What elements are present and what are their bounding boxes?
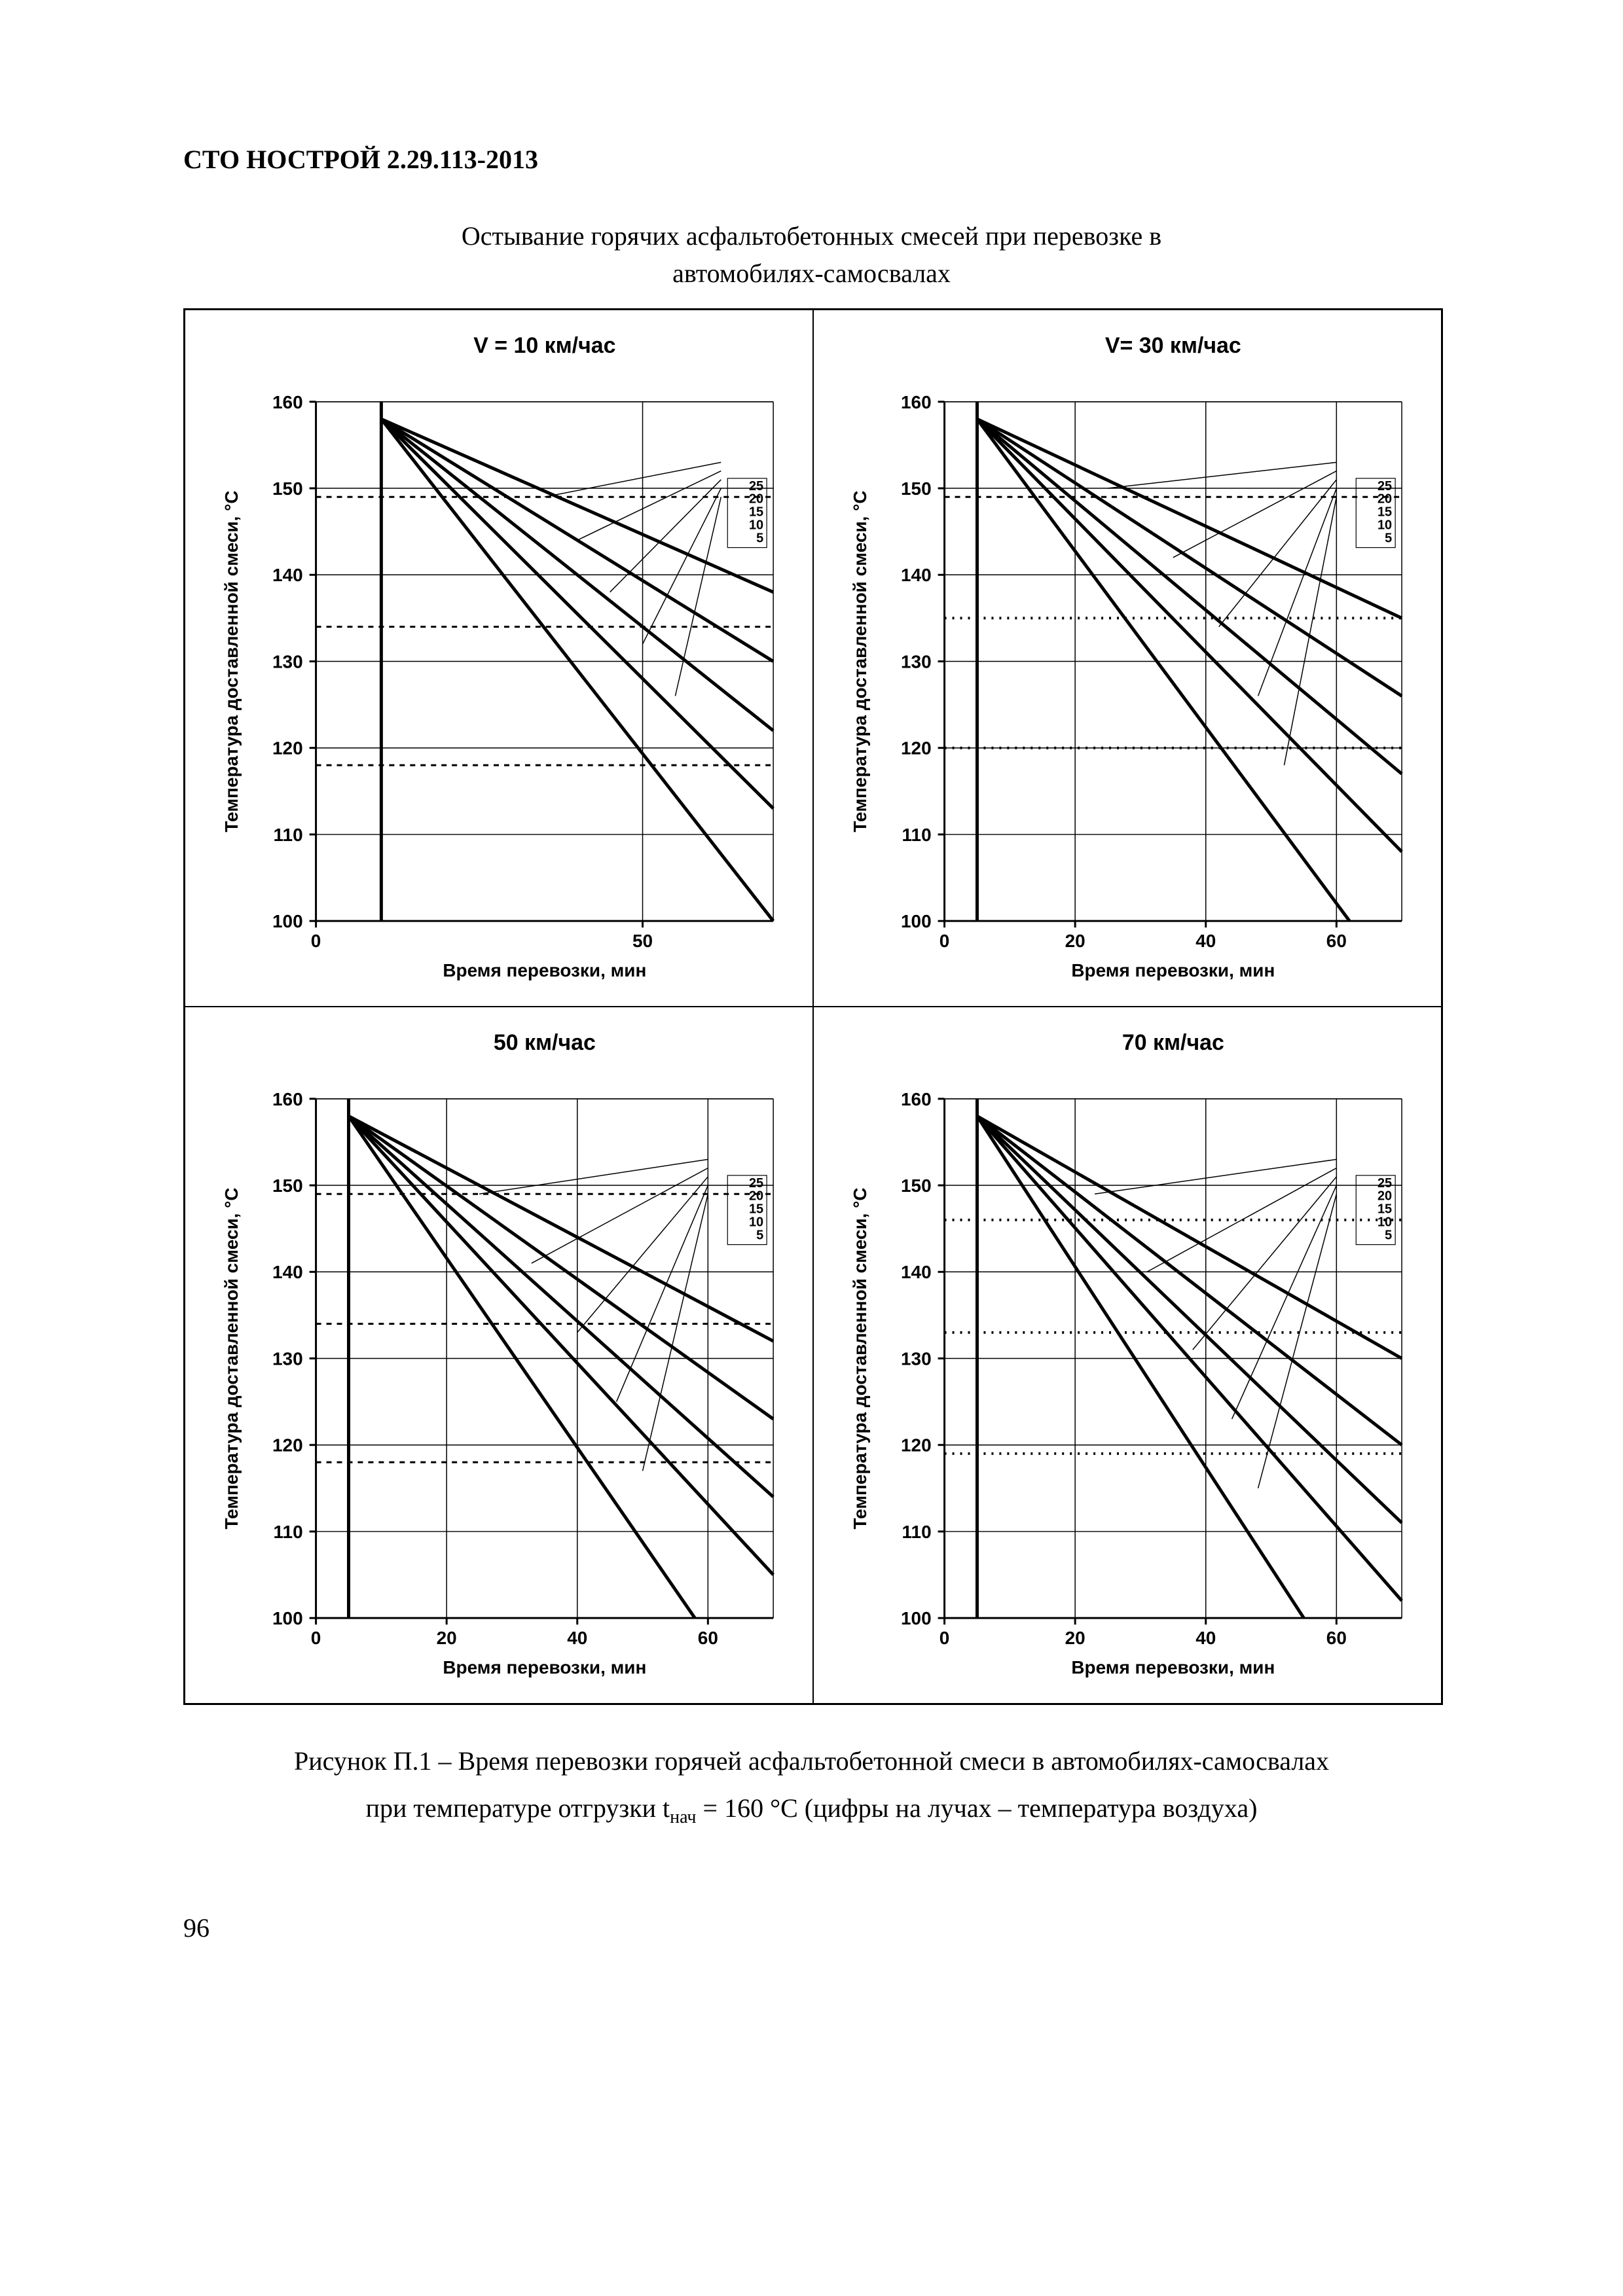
- svg-text:10: 10: [1377, 1215, 1392, 1230]
- svg-text:100: 100: [272, 911, 303, 931]
- svg-text:150: 150: [272, 478, 303, 499]
- svg-text:150: 150: [901, 1175, 932, 1196]
- svg-text:110: 110: [274, 825, 303, 845]
- svg-text:10: 10: [749, 518, 763, 533]
- svg-text:140: 140: [901, 565, 932, 585]
- svg-text:100: 100: [901, 1608, 932, 1628]
- svg-text:V= 30 км/час: V= 30 км/час: [1105, 333, 1241, 358]
- svg-text:160: 160: [272, 1089, 303, 1109]
- svg-text:0: 0: [939, 1628, 950, 1648]
- svg-text:130: 130: [272, 651, 303, 672]
- svg-text:25: 25: [1377, 1176, 1392, 1191]
- svg-text:160: 160: [272, 392, 303, 412]
- svg-text:110: 110: [274, 1522, 303, 1542]
- caption-line2-b: = 160 °C (цифры на лучах – температура в…: [697, 1793, 1258, 1823]
- chart-panel-4: 70 км/час1001101201301401501600204060252…: [813, 1007, 1442, 1704]
- svg-text:50 км/час: 50 км/час: [494, 1030, 596, 1055]
- svg-text:100: 100: [901, 911, 932, 931]
- svg-text:100: 100: [272, 1608, 303, 1628]
- svg-text:50: 50: [632, 931, 653, 951]
- svg-text:Температура доставленной смеси: Температура доставленной смеси, °C: [221, 490, 242, 832]
- svg-text:160: 160: [901, 1089, 932, 1109]
- svg-text:25: 25: [749, 1176, 763, 1191]
- svg-text:V = 10 км/час: V = 10 км/час: [473, 333, 615, 358]
- svg-text:120: 120: [272, 1435, 303, 1456]
- svg-text:10: 10: [1377, 518, 1392, 533]
- chart-grid: V = 10 км/час100110120130140150160050252…: [183, 308, 1443, 1705]
- svg-text:110: 110: [902, 1522, 932, 1542]
- svg-text:40: 40: [567, 1628, 587, 1648]
- svg-text:0: 0: [939, 931, 950, 951]
- svg-text:Температура доставленной смеси: Температура доставленной смеси, °C: [221, 1187, 242, 1529]
- svg-text:20: 20: [1065, 931, 1085, 951]
- svg-text:Температура доставленной смеси: Температура доставленной смеси, °C: [850, 1187, 870, 1529]
- figure-title-line1: Остывание горячих асфальтобетонных смесе…: [183, 221, 1440, 251]
- figure-title-line2: автомобилях-самосвалах: [183, 258, 1440, 289]
- svg-text:25: 25: [1377, 479, 1392, 493]
- svg-text:160: 160: [901, 392, 932, 412]
- svg-text:0: 0: [311, 931, 321, 951]
- svg-text:60: 60: [1326, 931, 1347, 951]
- svg-text:Время перевозки, мин: Время перевозки, мин: [1071, 1657, 1275, 1677]
- svg-text:20: 20: [437, 1628, 457, 1648]
- svg-text:40: 40: [1195, 931, 1216, 951]
- svg-text:130: 130: [901, 1348, 932, 1369]
- svg-text:20: 20: [1377, 492, 1392, 507]
- svg-text:150: 150: [901, 478, 932, 499]
- svg-text:5: 5: [1385, 1229, 1392, 1243]
- chart-panel-3: 50 км/час1001101201301401501600204060252…: [185, 1007, 813, 1704]
- svg-text:Время перевозки, мин: Время перевозки, мин: [443, 1657, 646, 1677]
- svg-text:25: 25: [749, 479, 763, 493]
- svg-text:60: 60: [1326, 1628, 1347, 1648]
- figure-caption: Рисунок П.1 – Время перевозки горячей ас…: [183, 1738, 1440, 1834]
- svg-text:0: 0: [311, 1628, 321, 1648]
- svg-text:110: 110: [902, 825, 932, 845]
- svg-text:60: 60: [698, 1628, 718, 1648]
- svg-text:Температура доставленной смеси: Температура доставленной смеси, °C: [850, 490, 870, 832]
- chart-panel-2: V= 30 км/час 100 110 120 130 140 150 160 0 20 40 60…: [813, 310, 1442, 1007]
- svg-text:120: 120: [901, 738, 932, 759]
- chart-panel-1: V = 10 км/час 100 110 120 130 140 150 160 0 50 252…: [185, 310, 813, 1007]
- svg-text:140: 140: [901, 1262, 932, 1282]
- svg-text:5: 5: [756, 1229, 763, 1243]
- caption-sub: нач: [670, 1807, 696, 1827]
- svg-text:20: 20: [749, 1189, 763, 1204]
- svg-text:10: 10: [749, 1215, 763, 1230]
- caption-line1: Рисунок П.1 – Время перевозки горячей ас…: [294, 1746, 1329, 1776]
- svg-text:15: 15: [749, 1202, 763, 1217]
- svg-text:70 км/час: 70 км/час: [1122, 1030, 1224, 1055]
- svg-text:20: 20: [1377, 1189, 1392, 1204]
- svg-text:130: 130: [272, 1348, 303, 1369]
- svg-text:150: 150: [272, 1175, 303, 1196]
- svg-text:20: 20: [749, 492, 763, 507]
- svg-text:140: 140: [272, 565, 303, 585]
- svg-text:Время перевозки, мин: Время перевозки, мин: [1071, 960, 1275, 980]
- svg-text:40: 40: [1195, 1628, 1216, 1648]
- svg-text:Время перевозки, мин: Время перевозки, мин: [443, 960, 646, 980]
- caption-line2-a: при температуре отгрузки t: [366, 1793, 670, 1823]
- page-number: 96: [183, 1912, 1440, 1943]
- svg-text:20: 20: [1065, 1628, 1085, 1648]
- svg-text:5: 5: [1385, 531, 1392, 546]
- svg-text:140: 140: [272, 1262, 303, 1282]
- svg-text:120: 120: [901, 1435, 932, 1456]
- svg-text:15: 15: [749, 505, 763, 520]
- svg-text:130: 130: [901, 651, 932, 672]
- svg-text:120: 120: [272, 738, 303, 759]
- svg-text:15: 15: [1377, 1202, 1392, 1217]
- svg-text:15: 15: [1377, 505, 1392, 520]
- doc-header: СТО НОСТРОЙ 2.29.113-2013: [183, 144, 1440, 175]
- svg-text:5: 5: [756, 531, 763, 546]
